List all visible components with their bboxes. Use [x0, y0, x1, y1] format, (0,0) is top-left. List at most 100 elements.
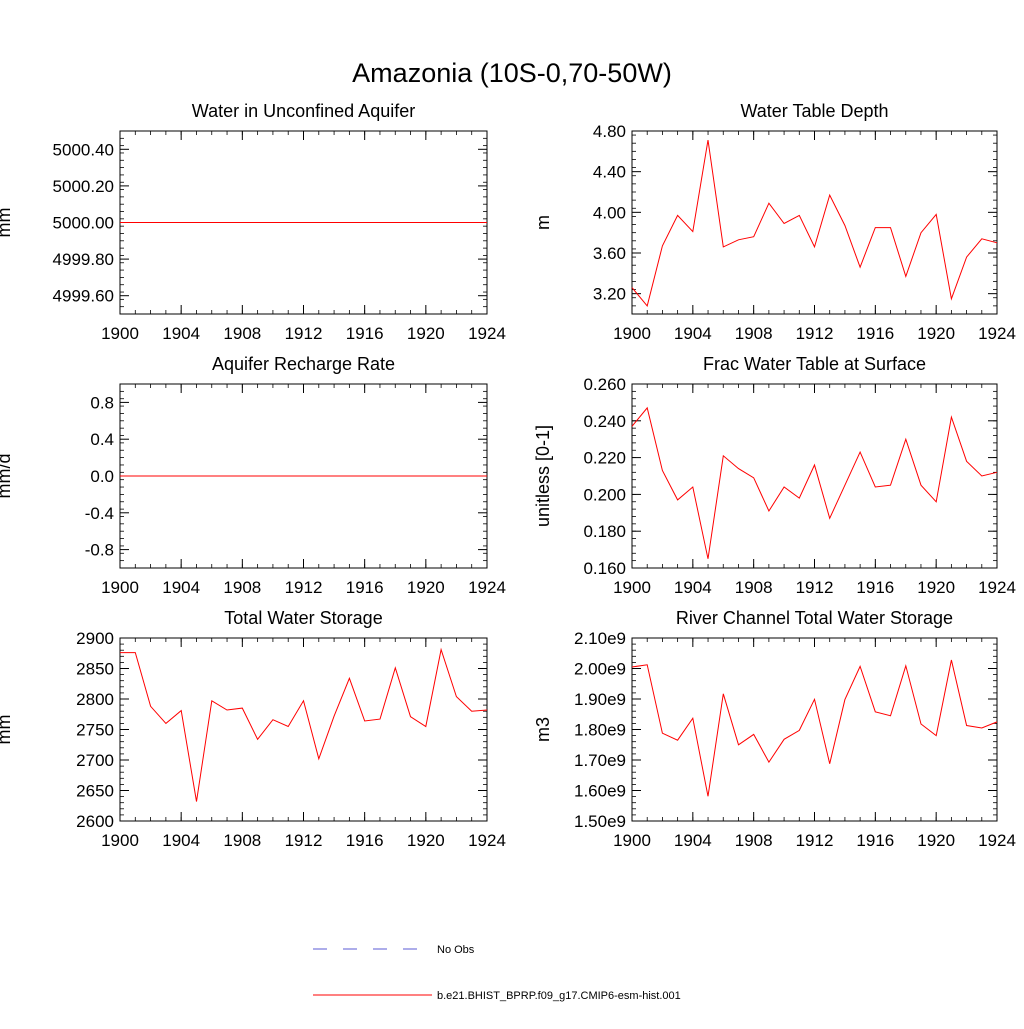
panel-title: Water Table Depth: [740, 101, 888, 121]
y-tick-label: 2750: [76, 721, 114, 740]
y-tick-label: 4.00: [593, 203, 626, 222]
series-line: [631, 140, 998, 307]
y-tick-label: 1.70e9: [574, 751, 626, 770]
y-tick-label: 4999.60: [53, 287, 114, 306]
x-tick-label: 1924: [468, 831, 506, 850]
y-tick-label: 2650: [76, 782, 114, 801]
y-tick-label: 1.60e9: [574, 782, 626, 801]
series-line: [120, 647, 488, 802]
panels: Water in Unconfined Aquifer 1900 1904 1908 1…: [0, 101, 1016, 850]
y-axis-label: mm: [0, 208, 14, 238]
x-tick-label: 1900: [101, 324, 139, 343]
x-tick-label: 1900: [101, 831, 139, 850]
y-axis-label: m: [533, 215, 553, 230]
series-line: [631, 659, 998, 797]
y-axis-label: m3: [533, 717, 553, 742]
x-tick-label: 1916: [856, 578, 894, 597]
y-tick-label: 2800: [76, 690, 114, 709]
series-line: [631, 406, 998, 559]
y-tick-label: -0.8: [85, 541, 114, 560]
x-tick-label: 1920: [407, 831, 445, 850]
x-tick-label: 1908: [735, 578, 773, 597]
legend-label-no-obs: No Obs: [437, 944, 475, 956]
panel-title: Aquifer Recharge Rate: [212, 354, 395, 374]
panel-title: Water in Unconfined Aquifer: [192, 101, 415, 121]
x-tick-label: 1912: [796, 831, 834, 850]
y-tick-label: 0.220: [583, 449, 626, 468]
panel-water-in-unconfined-aquifer: Water in Unconfined Aquifer 1900 1904 1908 1…: [0, 101, 506, 343]
y-tick-label: 0.180: [583, 522, 626, 541]
x-tick-label: 1912: [796, 578, 834, 597]
y-tick-label: 4999.80: [53, 250, 114, 269]
panel-title: Frac Water Table at Surface: [703, 354, 926, 374]
y-tick-label: 2.10e9: [574, 629, 626, 648]
x-tick-label: 1924: [468, 578, 506, 597]
y-tick-label: 0.260: [583, 375, 626, 394]
x-tick-label: 1920: [407, 324, 445, 343]
plot-frame: [631, 637, 998, 822]
x-tick-label: 1904: [162, 831, 200, 850]
x-tick-label: 1900: [613, 578, 651, 597]
y-tick-label: 4.80: [593, 122, 626, 141]
x-tick-label: 1904: [162, 324, 200, 343]
y-tick-label: 5000.20: [53, 177, 114, 196]
y-axis-label: mm/d: [0, 454, 14, 499]
y-tick-label: 4.40: [593, 163, 626, 182]
y-tick-label: 0.4: [90, 430, 114, 449]
x-tick-label: 1924: [978, 831, 1016, 850]
y-tick-label: 1.80e9: [574, 721, 626, 740]
y-tick-label: 0.0: [90, 467, 114, 486]
y-tick-label: 0.240: [583, 412, 626, 431]
y-tick-label: 2900: [76, 629, 114, 648]
x-tick-label: 1908: [223, 324, 261, 343]
y-tick-label: -0.4: [85, 504, 114, 523]
x-tick-label: 1908: [735, 324, 773, 343]
y-tick-label: 2700: [76, 751, 114, 770]
panel-title: River Channel Total Water Storage: [676, 608, 953, 628]
x-tick-label: 1900: [613, 831, 651, 850]
x-tick-label: 1908: [223, 831, 261, 850]
x-tick-label: 1916: [856, 324, 894, 343]
plot-frame: [119, 637, 488, 822]
x-tick-label: 1912: [285, 578, 323, 597]
y-tick-label: 2850: [76, 660, 114, 679]
x-tick-label: 1904: [674, 831, 712, 850]
x-tick-label: 1900: [101, 578, 139, 597]
x-tick-label: 1904: [674, 578, 712, 597]
x-tick-label: 1924: [978, 578, 1016, 597]
y-tick-label: 5000.40: [53, 140, 114, 159]
x-tick-label: 1916: [346, 578, 384, 597]
y-tick-label: 2.00e9: [574, 660, 626, 679]
figure-title: Amazonia (10S-0,70-50W): [352, 58, 672, 88]
x-tick-label: 1920: [917, 578, 955, 597]
panel-total-water-storage: Total Water Storage 1900 1904 1908 1912 1916 1…: [0, 608, 506, 850]
x-tick-label: 1912: [285, 831, 323, 850]
x-tick-label: 1904: [674, 324, 712, 343]
x-tick-label: 1908: [735, 831, 773, 850]
y-tick-label: 2600: [76, 812, 114, 831]
plot-frame: [631, 130, 998, 315]
panel-river-channel-total-water-storage: River Channel Total Water Storage 1900 190…: [533, 608, 1016, 850]
y-tick-label: 3.60: [593, 244, 626, 263]
x-tick-label: 1920: [407, 578, 445, 597]
y-tick-label: 1.50e9: [574, 812, 626, 831]
x-tick-label: 1916: [346, 831, 384, 850]
x-tick-label: 1924: [978, 324, 1016, 343]
y-tick-label: 0.200: [583, 485, 626, 504]
x-tick-label: 1904: [162, 578, 200, 597]
y-tick-label: 1.90e9: [574, 690, 626, 709]
panel-frac-water-table-at-surface: Frac Water Table at Surface 1900 1904 1908 1…: [533, 354, 1016, 597]
panel-water-table-depth: Water Table Depth 1900 1904 1908 1912 1916 192…: [533, 101, 1016, 343]
legend-label-model: b.e21.BHIST_BPRP.f09_g17.CMIP6-esm-hist.…: [437, 990, 681, 1002]
x-tick-label: 1924: [468, 324, 506, 343]
legend: No Obs b.e21.BHIST_BPRP.f09_g17.CMIP6-es…: [313, 944, 681, 1002]
x-tick-label: 1916: [856, 831, 894, 850]
y-tick-label: 3.20: [593, 285, 626, 304]
panel-title: Total Water Storage: [224, 608, 382, 628]
y-axis-label: unitless [0-1]: [533, 425, 553, 527]
plot-frame: [631, 383, 998, 569]
x-tick-label: 1912: [285, 324, 323, 343]
x-tick-label: 1916: [346, 324, 384, 343]
